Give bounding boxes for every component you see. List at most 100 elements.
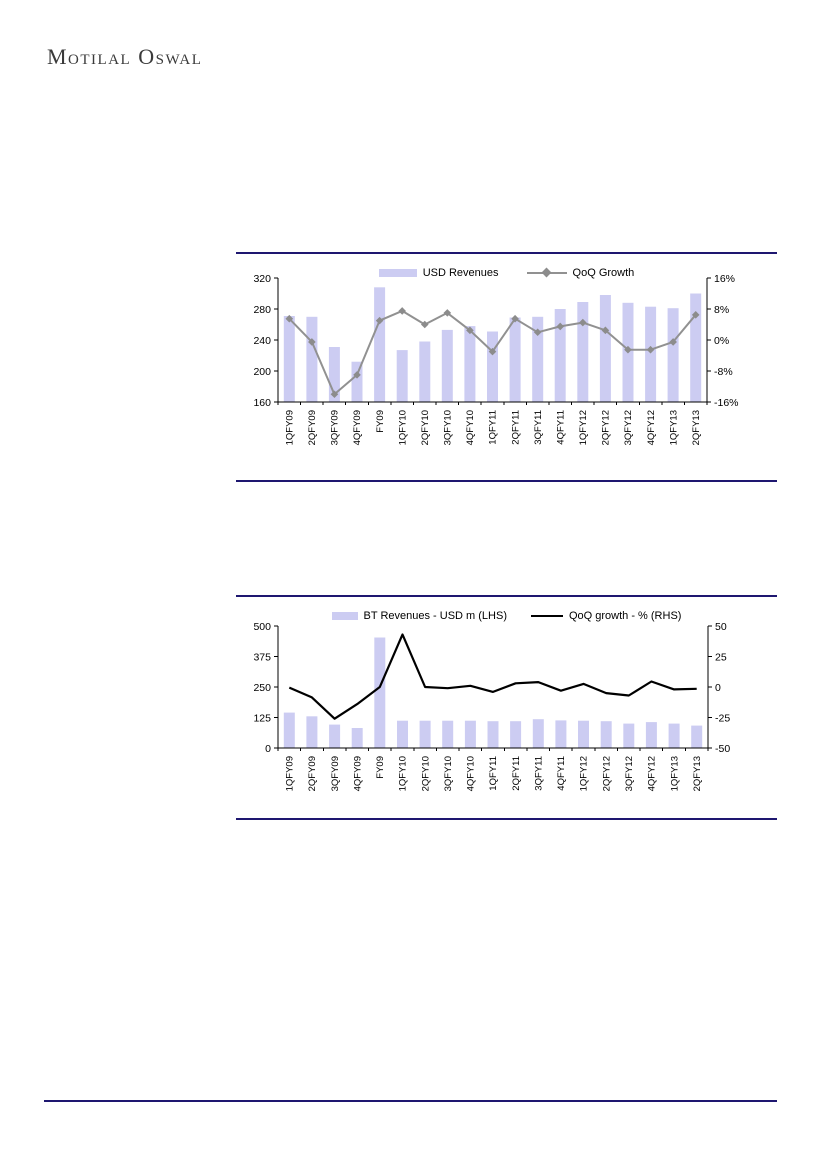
x-axis-tick-label: 3QFY12	[624, 756, 635, 791]
y-axis-tick-label: 0	[265, 743, 271, 755]
x-axis-tick-label: 1QFY10	[398, 756, 409, 791]
y2-axis-tick-label: -8%	[714, 366, 733, 378]
x-axis-tick-label: 3QFY09	[330, 410, 341, 445]
bar	[306, 316, 318, 403]
bar	[283, 316, 295, 402]
y2-axis-tick-label: 50	[715, 621, 727, 633]
x-axis-tick-label: 4QFY10	[466, 756, 477, 791]
motilal-oswal-logo: Motilal Oswal	[47, 44, 203, 69]
bar	[555, 720, 567, 748]
y2-axis-tick-label: 0%	[714, 335, 729, 347]
bar	[691, 725, 703, 748]
x-axis-tick-label: 1QFY09	[284, 410, 295, 445]
bar	[532, 719, 544, 748]
bar	[328, 347, 340, 402]
x-axis-tick-label: 3QFY10	[443, 756, 454, 791]
bar	[600, 721, 612, 748]
x-axis-tick-label: 1QFY09	[285, 756, 296, 791]
legend-item-qoq-growth: QoQ Growth	[526, 267, 635, 279]
x-axis-tick-label: 2QFY10	[420, 756, 431, 791]
diamond-marker	[624, 345, 632, 354]
x-axis-tick-label: 2QFY11	[511, 756, 522, 791]
diamond-marker	[420, 320, 429, 329]
y-axis-tick-label: 280	[253, 304, 271, 316]
legend-label: USD Revenues	[422, 267, 499, 279]
x-axis-tick-label: 3QFY10	[443, 410, 454, 445]
diamond-marker	[466, 326, 474, 335]
diamond-marker	[511, 314, 519, 323]
y-axis-tick-label: 375	[253, 651, 271, 663]
bar	[487, 331, 498, 402]
usd-revenues-chart: USD Revenues QoQ Growth 320 280 240 200 160 1…	[236, 252, 777, 482]
diamond-marker	[579, 318, 587, 327]
x-axis-tick-label: 3QFY11	[533, 410, 544, 445]
bar	[599, 295, 611, 402]
line-swatch-icon	[530, 612, 563, 621]
bar	[351, 361, 363, 402]
x-axis-tick-label: 1QFY12	[578, 410, 589, 445]
bar	[419, 341, 431, 402]
bar	[578, 720, 589, 748]
bar	[554, 309, 566, 402]
x-axis-tick-label: 4QFY12	[647, 756, 658, 791]
y2-axis-tick-label: 8%	[714, 304, 729, 316]
diamond-marker	[533, 328, 542, 337]
x-axis-tick-label: 4QFY11	[555, 410, 566, 445]
bar	[645, 722, 657, 748]
legend-item-bt-revenues: BT Revenues - USD m (LHS)	[331, 610, 507, 622]
x-axis-tick-label: 4QFY12	[646, 410, 657, 445]
legend-label: QoQ growth - % (RHS)	[568, 610, 682, 622]
diamond-marker	[443, 309, 452, 317]
y-axis-tick-label: 240	[253, 335, 271, 347]
x-axis-tick-label: 2QFY09	[307, 756, 318, 791]
bar	[283, 712, 295, 748]
x-axis-tick-label: 4QFY11	[556, 756, 567, 791]
x-axis-tick-label: 3QFY11	[533, 756, 544, 791]
x-axis-tick-label: 1QFY10	[397, 410, 408, 445]
y2-axis-tick-label: 16%	[714, 273, 735, 285]
y2-axis-tick-label: -25	[715, 712, 730, 724]
bar	[306, 716, 318, 748]
bar	[509, 317, 521, 402]
bar	[668, 723, 680, 748]
x-axis-tick-label: FY09	[375, 410, 386, 433]
bar	[374, 637, 386, 748]
y2-axis-tick-label: 0	[715, 682, 721, 694]
y-axis-tick-label: 500	[253, 621, 271, 633]
bar	[690, 293, 702, 402]
x-axis-tick-label: 4QFY09	[352, 410, 363, 445]
diamond-marker	[669, 338, 677, 346]
y-axis-tick-label: 200	[253, 366, 271, 378]
bar	[464, 720, 476, 748]
bar-swatch-icon	[331, 612, 358, 620]
x-axis-tick-label: 2QFY13	[692, 756, 703, 791]
y-axis-tick-label: 125	[253, 712, 271, 724]
y2-axis-tick-label: 25	[715, 651, 727, 663]
bar	[577, 302, 589, 402]
bt-revenues-chart: BT Revenues - USD m (LHS) QoQ growth - %…	[236, 595, 777, 820]
bar	[532, 316, 544, 403]
bar	[329, 724, 341, 748]
chart2-legend: BT Revenues - USD m (LHS) QoQ growth - %…	[236, 610, 777, 622]
x-axis-tick-label: 1QFY13	[668, 410, 679, 445]
footer-rule	[44, 1100, 777, 1102]
bar	[351, 728, 363, 748]
bar	[419, 720, 431, 748]
x-axis-tick-label: FY09	[375, 756, 386, 779]
bar	[441, 329, 453, 402]
bar	[396, 350, 408, 402]
legend-label: QoQ Growth	[572, 267, 635, 279]
y-axis-tick-label: 250	[253, 682, 271, 694]
diamond-marker	[375, 316, 384, 325]
diamond-marker	[398, 307, 406, 315]
x-axis-tick-label: 1QFY11	[488, 756, 499, 791]
x-axis-tick-label: 1QFY12	[579, 756, 590, 791]
chart1-legend: USD Revenues QoQ Growth	[236, 267, 777, 279]
bar	[667, 308, 679, 402]
bar	[645, 306, 657, 402]
x-axis-tick-label: 4QFY09	[352, 756, 363, 791]
x-axis-tick-label: 1QFY13	[669, 756, 680, 791]
diamond-marker	[601, 326, 610, 335]
usd-revenues-plot: 320 280 240 200 160 16% 8% 0% -8% -16% 1QFY09 2QFY0…	[253, 273, 738, 446]
